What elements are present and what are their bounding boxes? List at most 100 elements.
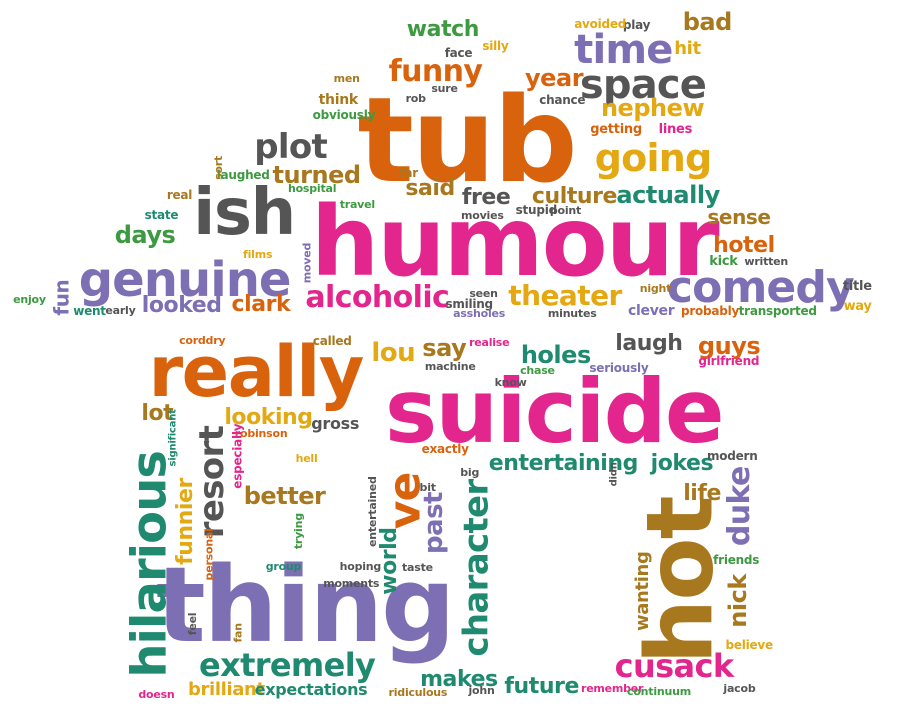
word-nephew: nephew [600, 94, 705, 122]
word-said: said [405, 176, 455, 201]
word-play: play [622, 18, 651, 32]
word-title: title [842, 278, 872, 294]
word-probably: probably [681, 304, 740, 318]
word-movies: movies [461, 208, 504, 222]
word-minutes: minutes [547, 306, 597, 320]
word-year: year [525, 64, 584, 92]
word-personal: personal [202, 527, 216, 580]
word-ridiculous: ridiculous [388, 685, 448, 699]
word-sort: sort [211, 155, 225, 180]
word-lot: lot [141, 401, 174, 426]
word-seen: seen [469, 286, 498, 300]
word-seriously: seriously [589, 361, 649, 375]
word-bad: bad [682, 8, 733, 36]
word-doesn: doesn [138, 687, 175, 701]
word-brilliant: brilliant [187, 679, 265, 700]
word-know: know [494, 375, 527, 389]
word-chance: chance [539, 93, 586, 107]
word-enjoy: enjoy [13, 292, 46, 306]
word-modern: modern [707, 449, 758, 463]
word-theater: theater [508, 279, 622, 312]
word-duke: duke [721, 466, 757, 547]
word-getting: getting [590, 121, 642, 137]
word-bit: bit [419, 480, 436, 494]
word-far: far [399, 166, 418, 180]
word-lines: lines [658, 121, 693, 137]
word-really: really [148, 331, 365, 413]
word-obviously: obviously [312, 108, 376, 122]
word-entertained: entertained [366, 475, 380, 547]
word-moments: moments [323, 576, 380, 590]
word-expectations: expectations [254, 680, 368, 699]
word-men: men [333, 71, 360, 85]
word-resort: resort [191, 425, 232, 539]
word-night: night [639, 281, 672, 295]
word-rob: rob [405, 91, 426, 105]
word-went: went [73, 304, 106, 318]
word-called: called [312, 334, 352, 348]
word-hotel: hotel [713, 233, 775, 258]
word-way: way [843, 298, 872, 314]
word-turned: turned [272, 161, 362, 189]
word-films: films [243, 247, 273, 261]
word-group: group [265, 559, 302, 573]
word-cusack: cusack [614, 647, 734, 685]
word-written: written [744, 254, 789, 268]
word-significant: significant [167, 409, 179, 467]
word-think: think [318, 92, 359, 108]
word-gross: gross [311, 414, 360, 433]
word-sure: sure [431, 81, 458, 95]
word-real: real [166, 188, 193, 202]
word-genuine: genuine [78, 252, 292, 308]
word-say: say [422, 334, 467, 362]
word-laugh: laugh [615, 331, 683, 356]
word-funnier: funnier [172, 478, 198, 565]
word-world: world [376, 527, 402, 595]
word-suicide: suicide [384, 360, 725, 463]
word-feel: feel [186, 612, 200, 635]
word-extremely: extremely [199, 646, 376, 684]
word-exactly: exactly [421, 442, 469, 456]
word-nick: nick [724, 574, 752, 628]
word-hoping: hoping [339, 559, 382, 573]
word-silly: silly [482, 39, 509, 53]
word-continuum: continuum [627, 684, 691, 698]
word-time: time [574, 27, 673, 73]
word-friends: friends [713, 553, 760, 567]
word-early: early [105, 303, 136, 317]
word-smiling: smiling [445, 297, 493, 311]
word-character: character [456, 479, 497, 657]
word-hell: hell [295, 451, 318, 465]
word-life: life [683, 481, 722, 506]
word-days: days [114, 221, 176, 249]
word-machine: machine [424, 359, 476, 373]
word-hospital: hospital [287, 181, 337, 195]
word-point: point [549, 203, 582, 217]
word-space: space [579, 62, 707, 108]
word-tub: tub [357, 71, 578, 209]
word-especially: especially [230, 423, 245, 489]
word-taste: taste [402, 560, 433, 574]
word-watch: watch [406, 17, 480, 42]
word-funny: funny [388, 54, 483, 89]
word-actually: actually [616, 181, 720, 209]
word-ish: ish [193, 176, 296, 250]
word-going: going [594, 136, 713, 180]
word-guys: guys [697, 332, 761, 360]
word-makes: makes [420, 667, 498, 692]
word-entertaining: entertaining [488, 451, 639, 476]
word-stupid: stupid [515, 203, 558, 217]
word-kick: kick [709, 253, 738, 269]
word-future: future [504, 674, 579, 699]
word-culture: culture [531, 184, 618, 209]
word-clark: clark [231, 292, 291, 317]
word-transported: transported [738, 304, 817, 318]
word-fun: fun [49, 279, 74, 316]
word-travel: travel [339, 197, 375, 211]
word-trying: trying [292, 512, 306, 549]
word-avoided: avoided [574, 17, 627, 31]
word-big: big [460, 465, 480, 479]
word-assholes: assholes [453, 306, 506, 320]
word-robinson: robinson [234, 426, 288, 440]
